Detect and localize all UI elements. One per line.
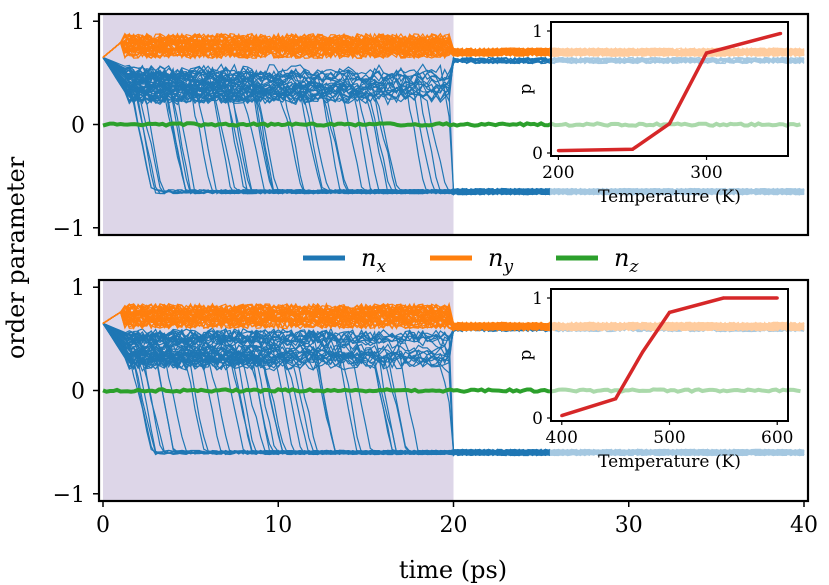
top-inset-xlabel: Temperature (K) — [598, 187, 741, 207]
bottom-xtick-label: 0 — [96, 513, 110, 538]
bottom-inset-xtick-label: 500 — [653, 428, 685, 448]
top-ytick-label: −1 — [53, 217, 85, 242]
bottom-inset-point — [775, 296, 779, 300]
top-inset-point — [778, 31, 783, 36]
bottom-xtick-label: 20 — [440, 513, 468, 538]
top-inset-frame — [550, 21, 789, 157]
top-inset-point — [704, 51, 709, 55]
bottom-inset-xlabel: Temperature (K) — [598, 452, 741, 472]
top-inset-point — [667, 122, 672, 126]
bottom-inset-ylabel: p — [516, 349, 536, 360]
bottom-inset-point — [721, 296, 725, 300]
bottom-inset-point — [560, 414, 564, 418]
legend-sub-nx: x — [376, 257, 386, 277]
legend-sub-ny: y — [502, 257, 513, 277]
bottom-xtick-label: 10 — [264, 513, 292, 538]
bottom-inset-frame — [550, 288, 789, 422]
bottom-inset-line — [561, 296, 778, 418]
top-panel: −1 0 1 200 300 0 1 Temperature (K) p — [53, 10, 810, 242]
bottom-panel: −1 0 1 0 10 20 30 40 400 500 600 0 1 Temperature (K… — [53, 276, 818, 538]
bottom-xtick-label: 30 — [615, 513, 643, 538]
bottom-inset-xtick-label: 400 — [546, 428, 578, 448]
top-inset-ytick-label: 0 — [532, 144, 543, 164]
top-ytick-label: 0 — [71, 114, 85, 139]
top-inset-point — [630, 147, 635, 151]
bottom-ytick-label: 1 — [71, 276, 85, 301]
bottom-inset-ytick-label: 0 — [532, 409, 543, 429]
bottom-inset-point — [667, 310, 672, 314]
legend-label-ny: ny — [488, 244, 513, 277]
bottom-inset-xtick-label: 600 — [761, 428, 793, 448]
bottom-ytick-label: 0 — [71, 380, 85, 405]
legend: nx ny nz — [303, 244, 639, 277]
top-fade-overlay — [549, 14, 808, 235]
top-inset-point — [556, 148, 561, 153]
top-inset-ylabel: p — [516, 83, 536, 94]
top-inset-ytick-label: 1 — [532, 22, 543, 42]
bottom-inset-point — [640, 350, 645, 354]
bottom-inset-point — [614, 397, 618, 401]
bottom-ytick-label: −1 — [53, 483, 85, 508]
bottom-xtick-label: 40 — [790, 513, 818, 538]
y-axis-label: order parameter — [2, 156, 30, 359]
legend-label-nz: nz — [614, 244, 639, 277]
top-inset-xtick-label: 300 — [690, 163, 722, 183]
legend-sub-nz: z — [628, 257, 639, 277]
x-axis-label: time (ps) — [399, 556, 507, 584]
bottom-fade-overlay — [549, 280, 808, 501]
bottom-inset-ytick-label: 1 — [532, 289, 543, 309]
top-ytick-label: 1 — [71, 10, 85, 35]
legend-label-nx: nx — [361, 244, 386, 277]
top-inset-xtick-label: 200 — [542, 163, 574, 183]
